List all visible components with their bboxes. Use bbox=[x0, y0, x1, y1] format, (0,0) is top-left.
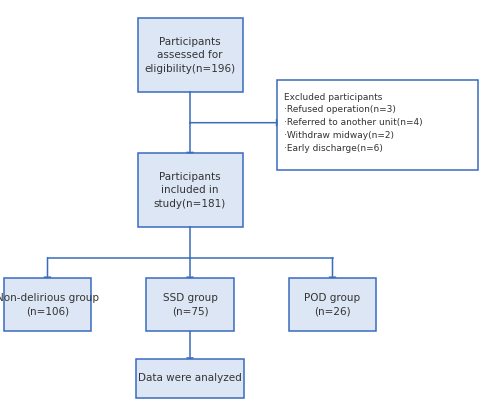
Text: Excluded participants
·Refused operation(n=3)
·Referred to another unit(n=4)
·Wi: Excluded participants ·Refused operation… bbox=[284, 92, 422, 153]
FancyBboxPatch shape bbox=[146, 278, 234, 331]
FancyBboxPatch shape bbox=[136, 359, 244, 398]
Text: POD group
(n=26): POD group (n=26) bbox=[304, 293, 360, 317]
Text: Non-delirious group
(n=106): Non-delirious group (n=106) bbox=[0, 293, 99, 317]
Text: SSD group
(n=75): SSD group (n=75) bbox=[162, 293, 218, 317]
FancyBboxPatch shape bbox=[138, 18, 242, 92]
Text: Participants
included in
study(n=181): Participants included in study(n=181) bbox=[154, 172, 226, 209]
FancyBboxPatch shape bbox=[4, 278, 91, 331]
FancyBboxPatch shape bbox=[289, 278, 376, 331]
FancyBboxPatch shape bbox=[138, 153, 242, 227]
Text: Data were analyzed: Data were analyzed bbox=[138, 373, 242, 383]
Text: Participants
assessed for
eligibility(n=196): Participants assessed for eligibility(n=… bbox=[144, 37, 236, 74]
FancyBboxPatch shape bbox=[278, 80, 477, 170]
